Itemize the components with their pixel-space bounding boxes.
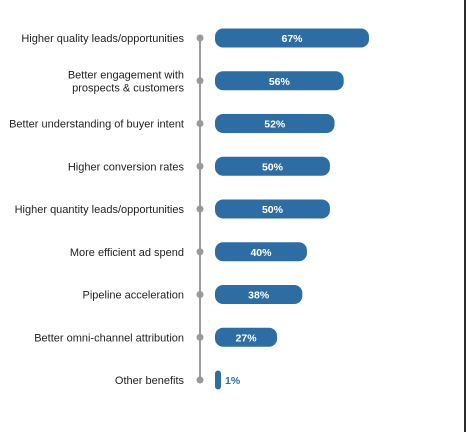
category-label: Better engagement with (68, 69, 184, 81)
category-label: Other benefits (115, 375, 185, 387)
bar (215, 285, 303, 304)
category-label: Higher conversion rates (68, 161, 185, 173)
bar (215, 156, 330, 176)
value-label: 67% (281, 33, 303, 45)
category-label: Higher quality leads/opportunities (21, 33, 184, 45)
value-label: 40% (250, 247, 272, 259)
value-label: 50% (262, 161, 284, 173)
bar (215, 71, 344, 91)
bar (215, 242, 307, 262)
category-label: Better understanding of buyer intent (9, 119, 184, 131)
value-label: 56% (269, 76, 291, 88)
axis-dot (196, 205, 204, 213)
category-label: Better omni-channel attribution (34, 332, 184, 344)
axis-dot (196, 248, 204, 256)
value-label: 50% (262, 204, 284, 216)
category-label: Pipeline acceleration (82, 290, 184, 302)
frame-right-edge (464, 0, 466, 432)
axis-dot (196, 376, 204, 384)
bar (215, 114, 335, 133)
value-label: 27% (236, 332, 258, 344)
category-label: Higher quantity leads/opportunities (15, 204, 185, 216)
category-label: prospects & customers (72, 82, 184, 94)
category-label: More efficient ad spend (70, 247, 184, 259)
axis-dot (196, 162, 204, 170)
bar (215, 370, 221, 390)
axis-dot (196, 333, 204, 341)
axis-dot (196, 120, 204, 127)
bar (215, 327, 278, 347)
value-label: 52% (264, 119, 286, 131)
bar (215, 199, 330, 219)
value-label: 1% (225, 375, 241, 387)
value-label: 38% (248, 290, 270, 302)
axis-dot (196, 291, 204, 298)
axis-dot (196, 77, 204, 85)
bar (215, 28, 369, 48)
axis-dot (196, 34, 204, 42)
